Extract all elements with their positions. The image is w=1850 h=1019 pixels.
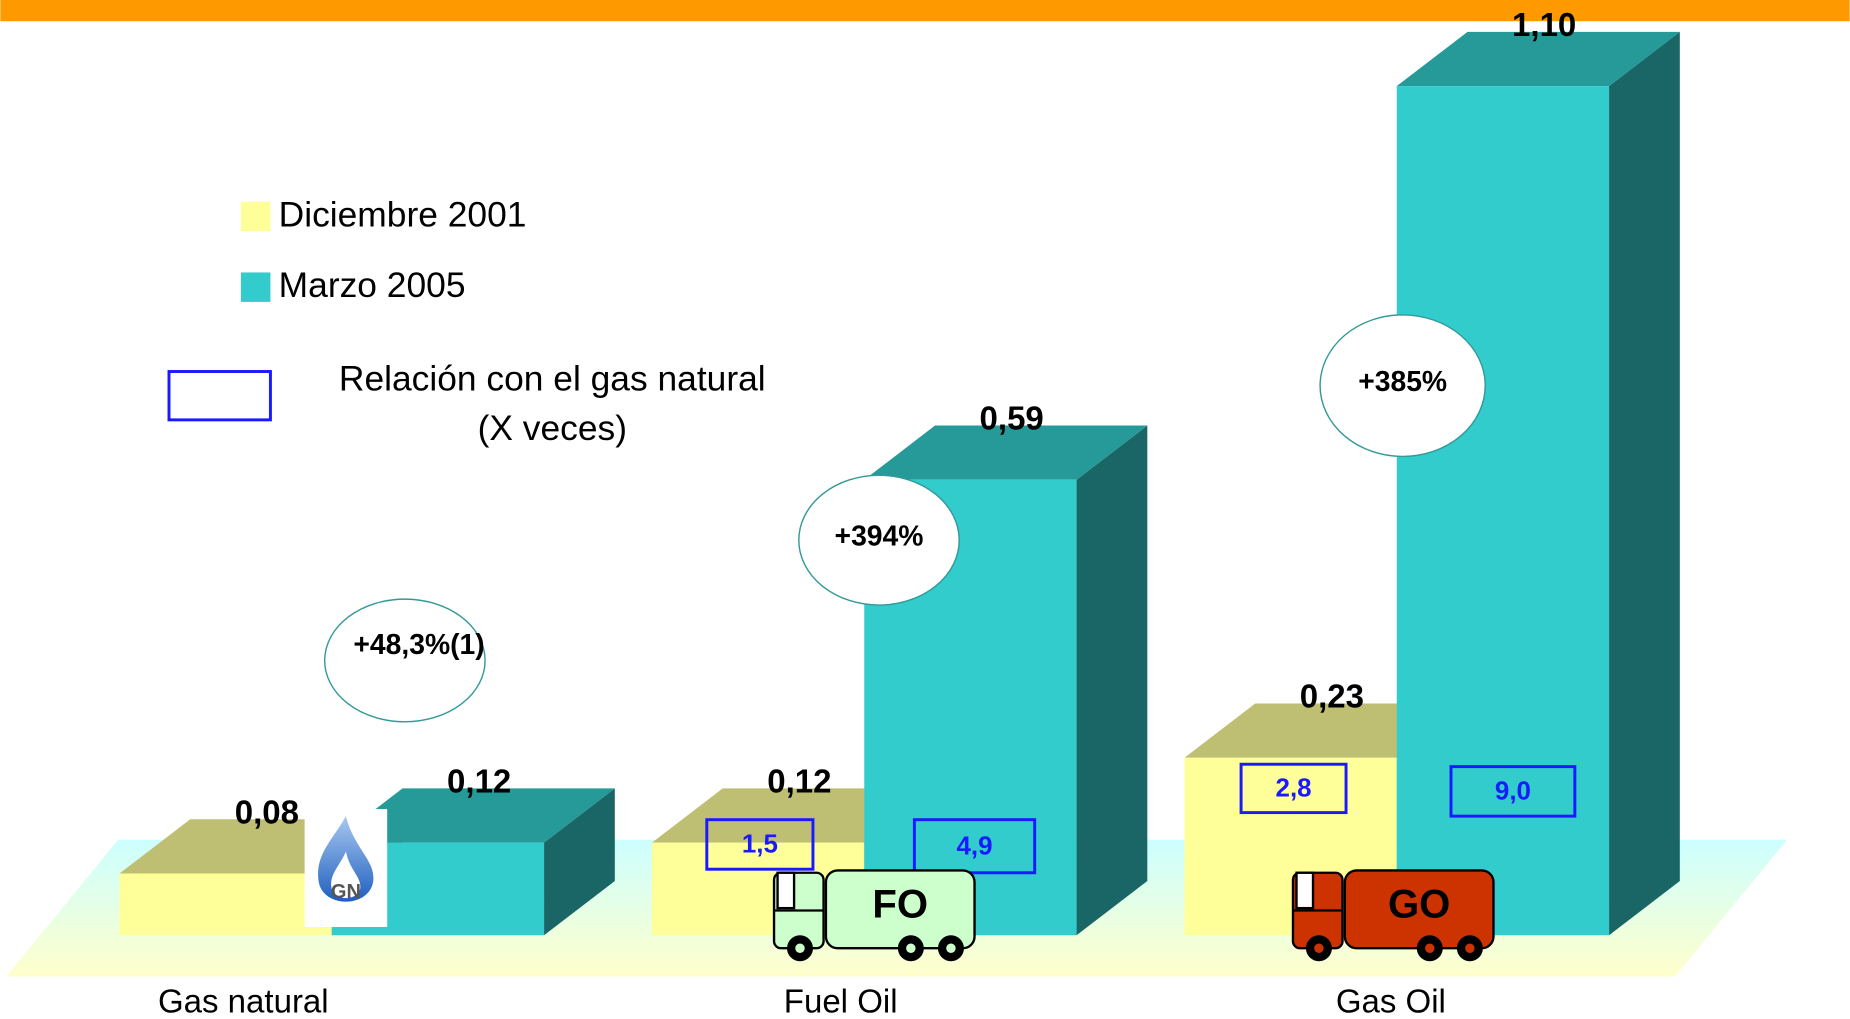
ratio-legend-text: Relación con el gas natural <box>339 359 766 398</box>
bar-top <box>331 788 615 843</box>
growth-label: +394% <box>835 519 924 551</box>
value-label: 1,10 <box>1512 6 1576 43</box>
icon-label: GO <box>1388 883 1450 927</box>
legend-swatch <box>240 201 271 232</box>
header-bar <box>0 0 1850 22</box>
ratio-legend-text: (X veces) <box>478 409 627 448</box>
truck-window <box>776 871 796 910</box>
bar-top <box>864 425 1148 480</box>
bar-side <box>1609 31 1680 936</box>
growth-bubble <box>1319 314 1486 458</box>
ratio-legend-box <box>167 370 272 422</box>
bar <box>1396 86 1610 936</box>
bar-side <box>1076 425 1148 936</box>
flame-inner <box>331 851 361 899</box>
ratio-label: 9,0 <box>1495 777 1531 805</box>
bar-side <box>544 788 615 936</box>
hub <box>1465 943 1475 953</box>
hub <box>1314 943 1324 953</box>
ratio-label: 4,9 <box>957 832 993 860</box>
legend-label: Marzo 2005 <box>279 266 466 305</box>
hub <box>946 943 956 953</box>
x-tick-label: Gas Oil <box>1336 982 1446 1019</box>
growth-bubble <box>323 598 486 723</box>
legend-swatch <box>240 272 271 302</box>
hub <box>906 943 916 953</box>
legend-label: Diciembre 2001 <box>279 195 527 234</box>
value-label: 0,59 <box>980 400 1044 437</box>
hub <box>1425 943 1435 953</box>
hub <box>795 943 805 953</box>
x-tick-label: Fuel Oil <box>784 982 898 1019</box>
ratio-box <box>1449 765 1577 818</box>
x-tick-label: Gas natural <box>158 982 329 1019</box>
ratio-box <box>1239 762 1348 815</box>
growth-label: +48,3%(1) <box>353 628 484 660</box>
bar <box>119 873 332 936</box>
bar-top <box>1396 31 1680 87</box>
value-label: 0,12 <box>447 762 511 799</box>
icon-label: GN <box>331 881 361 903</box>
value-label: 0,12 <box>767 762 831 799</box>
ratio-box <box>912 818 1037 875</box>
ratio-label: 2,8 <box>1276 774 1312 802</box>
value-label: 0,08 <box>235 793 299 830</box>
growth-bubble <box>798 474 960 606</box>
truck-window <box>1295 871 1315 910</box>
icon-label: FO <box>872 883 928 927</box>
ratio-box <box>705 818 815 871</box>
ratio-label: 1,5 <box>742 830 778 858</box>
value-label: 0,23 <box>1300 677 1364 714</box>
growth-label: +385% <box>1358 365 1447 397</box>
